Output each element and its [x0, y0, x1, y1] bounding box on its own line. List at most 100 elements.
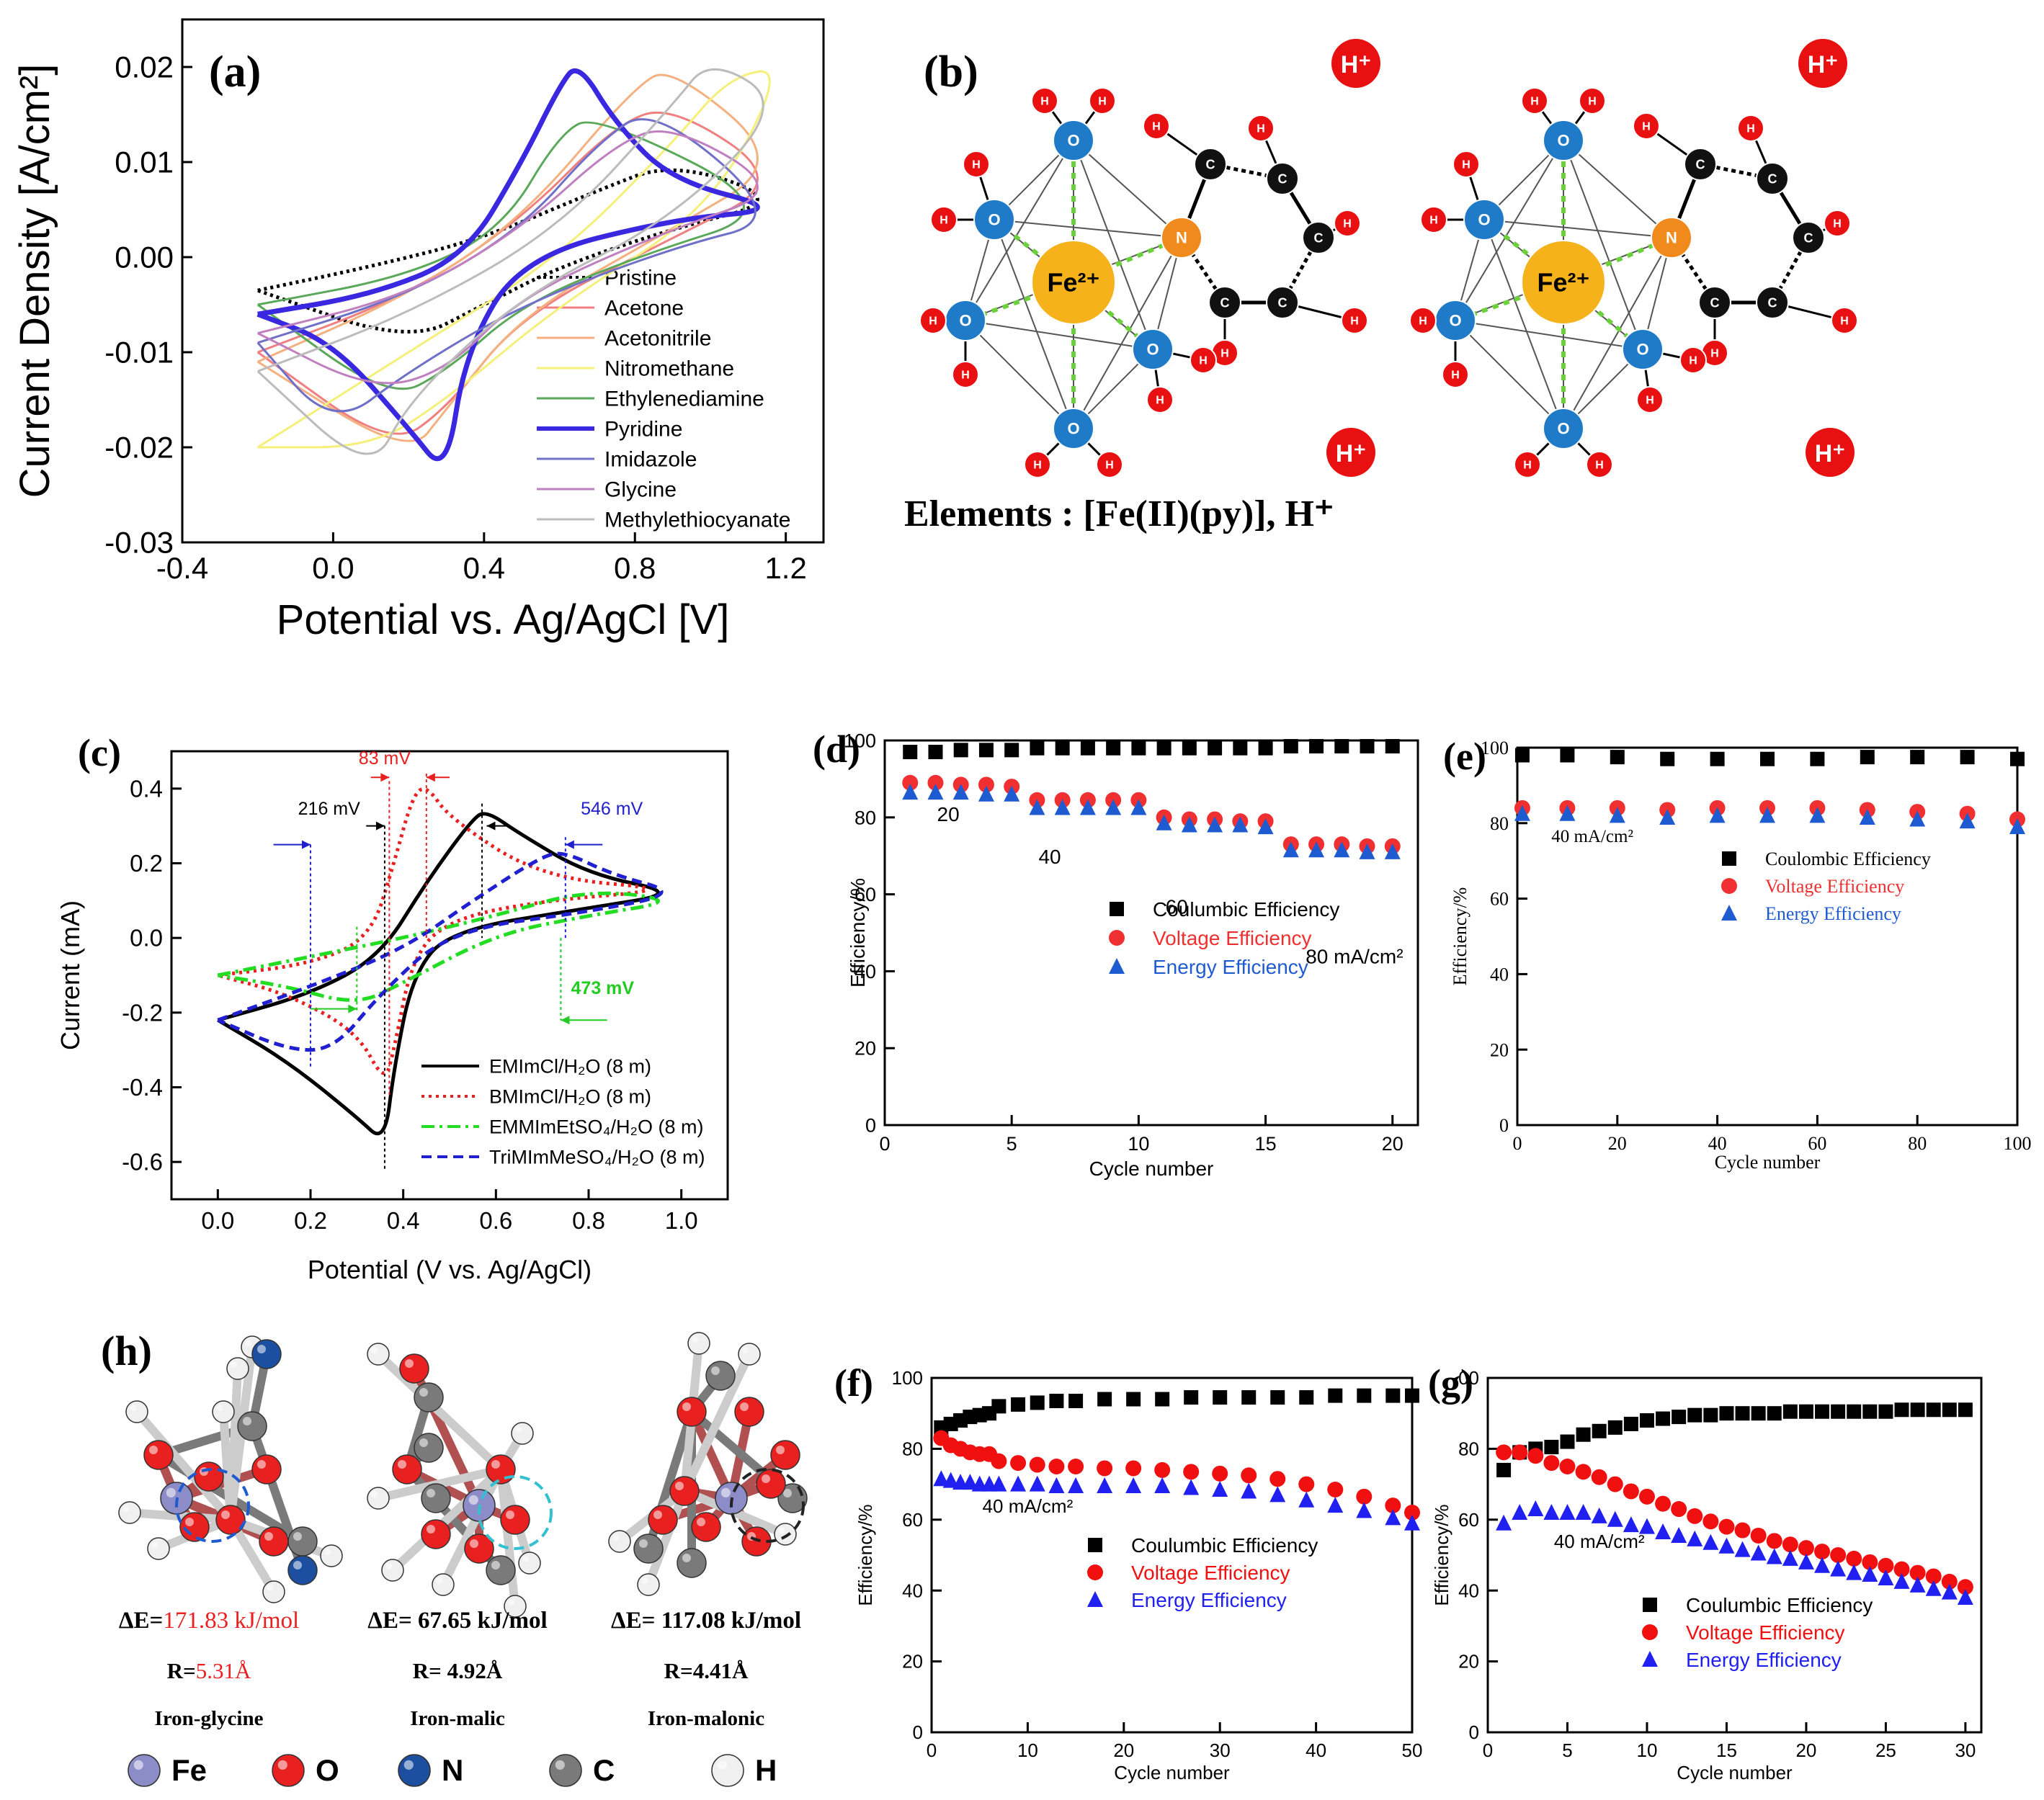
o-atom-highlight — [682, 1402, 691, 1411]
x-tick-label: 30 — [1955, 1739, 1976, 1761]
data-point-circle — [1814, 1544, 1831, 1560]
data-point-circle — [1097, 1460, 1113, 1477]
data-point-triangle — [1079, 799, 1096, 815]
data-point-square — [1270, 1390, 1285, 1405]
o-atom — [756, 1469, 786, 1499]
legend-atom-ball — [128, 1754, 161, 1787]
molecule-bond — [496, 1465, 519, 1611]
h-atom — [930, 206, 958, 233]
x-tick-label: 10 — [1128, 1133, 1149, 1155]
data-point-triangle — [1623, 1516, 1639, 1533]
h-plus-ion — [1806, 428, 1855, 477]
legend-atom-ball-highlight — [277, 1760, 287, 1770]
h-atom-label: H — [1451, 370, 1460, 382]
legend-marker-triangle — [1721, 905, 1737, 921]
current-density-annotation: 60 — [1166, 895, 1188, 918]
legend-entry: Coulumbic Efficiency — [1131, 1534, 1318, 1557]
data-point-circle — [1068, 1459, 1084, 1474]
x-tick-label: 1.2 — [764, 551, 806, 585]
fe-atom-label: Fe²⁺ — [1047, 268, 1099, 297]
annotation-arrowhead — [561, 1016, 570, 1025]
x-tick-label: 0.2 — [294, 1207, 327, 1234]
data-point-triangle — [1925, 1580, 1942, 1596]
data-point-circle — [1404, 1504, 1420, 1521]
y-tick-label: 100 — [892, 1367, 923, 1389]
o-atom — [677, 1397, 707, 1427]
data-point-circle — [1671, 1501, 1687, 1518]
data-point-square — [903, 745, 918, 760]
fe-atom-highlight — [468, 1495, 478, 1505]
h-atom-highlight — [324, 1549, 331, 1556]
data-point-square — [1309, 739, 1324, 754]
data-point-circle — [1830, 1547, 1847, 1563]
data-point-triangle — [1308, 841, 1325, 858]
data-point-triangle — [1734, 1541, 1751, 1557]
plot-frame — [181, 18, 825, 544]
o-atom-highlight — [653, 1510, 662, 1519]
h-atom — [1089, 87, 1116, 115]
data-point-square — [1958, 1402, 1973, 1418]
binding-site-circle — [478, 1475, 553, 1550]
legend-marker-square — [1643, 1598, 1657, 1612]
data-point-square — [1182, 740, 1197, 756]
legend-entry: Energy Efficiency — [1686, 1649, 1842, 1671]
y-tick-label: 40 — [902, 1580, 923, 1601]
x-tick-label: 10 — [1637, 1739, 1658, 1761]
data-point-circle — [1734, 1522, 1751, 1539]
h-atom — [1824, 210, 1851, 237]
x-axis-label: Potential vs. Ag/AgCl [V] — [277, 596, 730, 643]
cage-edge — [1563, 140, 1672, 238]
legend-entry: Coulombic Efficiency — [1765, 848, 1931, 869]
o-atom — [194, 1461, 224, 1492]
data-point-square — [1184, 1390, 1199, 1405]
legend-marker-square — [1088, 1538, 1102, 1552]
h-atom-label: H — [1530, 96, 1539, 108]
legend-entry: Pyridine — [604, 418, 682, 442]
o-atom — [770, 1440, 800, 1470]
legend-marker-triangle — [1642, 1651, 1658, 1667]
radius-label: R= 4.92Å — [413, 1658, 503, 1683]
n-atom-highlight — [293, 1561, 302, 1570]
data-point-circle — [1862, 1554, 1878, 1570]
o-atom — [179, 1512, 210, 1542]
y-tick-label: 00 — [1458, 1367, 1479, 1389]
o-atom-highlight — [740, 1402, 749, 1411]
legend-marker-circle — [1087, 1564, 1103, 1580]
h-atom — [118, 1501, 141, 1524]
h-atom — [637, 1573, 660, 1596]
data-point-square — [1910, 1402, 1925, 1418]
legend-entry: Imidazole — [604, 448, 697, 472]
c-atom-label: C — [1278, 171, 1287, 186]
o-atom-highlight — [398, 1460, 406, 1469]
data-point-square — [1106, 740, 1121, 756]
c-atom — [633, 1533, 664, 1564]
delta-e-prefix: ΔE= — [611, 1608, 656, 1634]
x-tick-label: 15 — [1255, 1133, 1277, 1155]
y-tick-label: -0.2 — [122, 999, 163, 1026]
y-tick-label: 0.00 — [115, 241, 174, 274]
h-atom — [1146, 386, 1174, 413]
o-atom-label: O — [1067, 420, 1079, 438]
legend-entry: Energy Efficiency — [1765, 903, 1901, 924]
o-atom-highlight — [762, 1474, 770, 1483]
o-atom — [251, 1454, 282, 1485]
data-point-square — [1576, 1427, 1591, 1442]
legend-atom-label: Fe — [171, 1753, 207, 1787]
data-point-triangle — [1048, 1477, 1065, 1494]
x-tick-label: 80 — [1908, 1133, 1927, 1154]
panel-a: -0.4 0.0 0.4 0.8 1.2 -0.03 -0.02 -0.01 0.00 0.01 0… — [12, 18, 825, 643]
data-point-triangle — [1512, 1503, 1528, 1520]
data-point-triangle — [942, 1472, 959, 1488]
h-atom — [1442, 361, 1469, 388]
data-point-triangle — [1241, 1482, 1257, 1499]
panel-label: (c) — [78, 731, 121, 774]
panel-h: (h)ΔE=171.83 kJ/molR=5.31ÅIron-glycineΔE… — [101, 1327, 808, 1787]
c-atom — [1194, 148, 1227, 181]
h-atom — [738, 1343, 761, 1366]
cage-edge — [1563, 140, 1643, 350]
h-atom-label: H — [1689, 355, 1697, 367]
data-point-triangle — [927, 784, 944, 800]
o-atom-highlight — [675, 1482, 684, 1490]
y-tick-label: 100 — [844, 730, 876, 751]
h-atom-label: H — [1419, 315, 1427, 328]
